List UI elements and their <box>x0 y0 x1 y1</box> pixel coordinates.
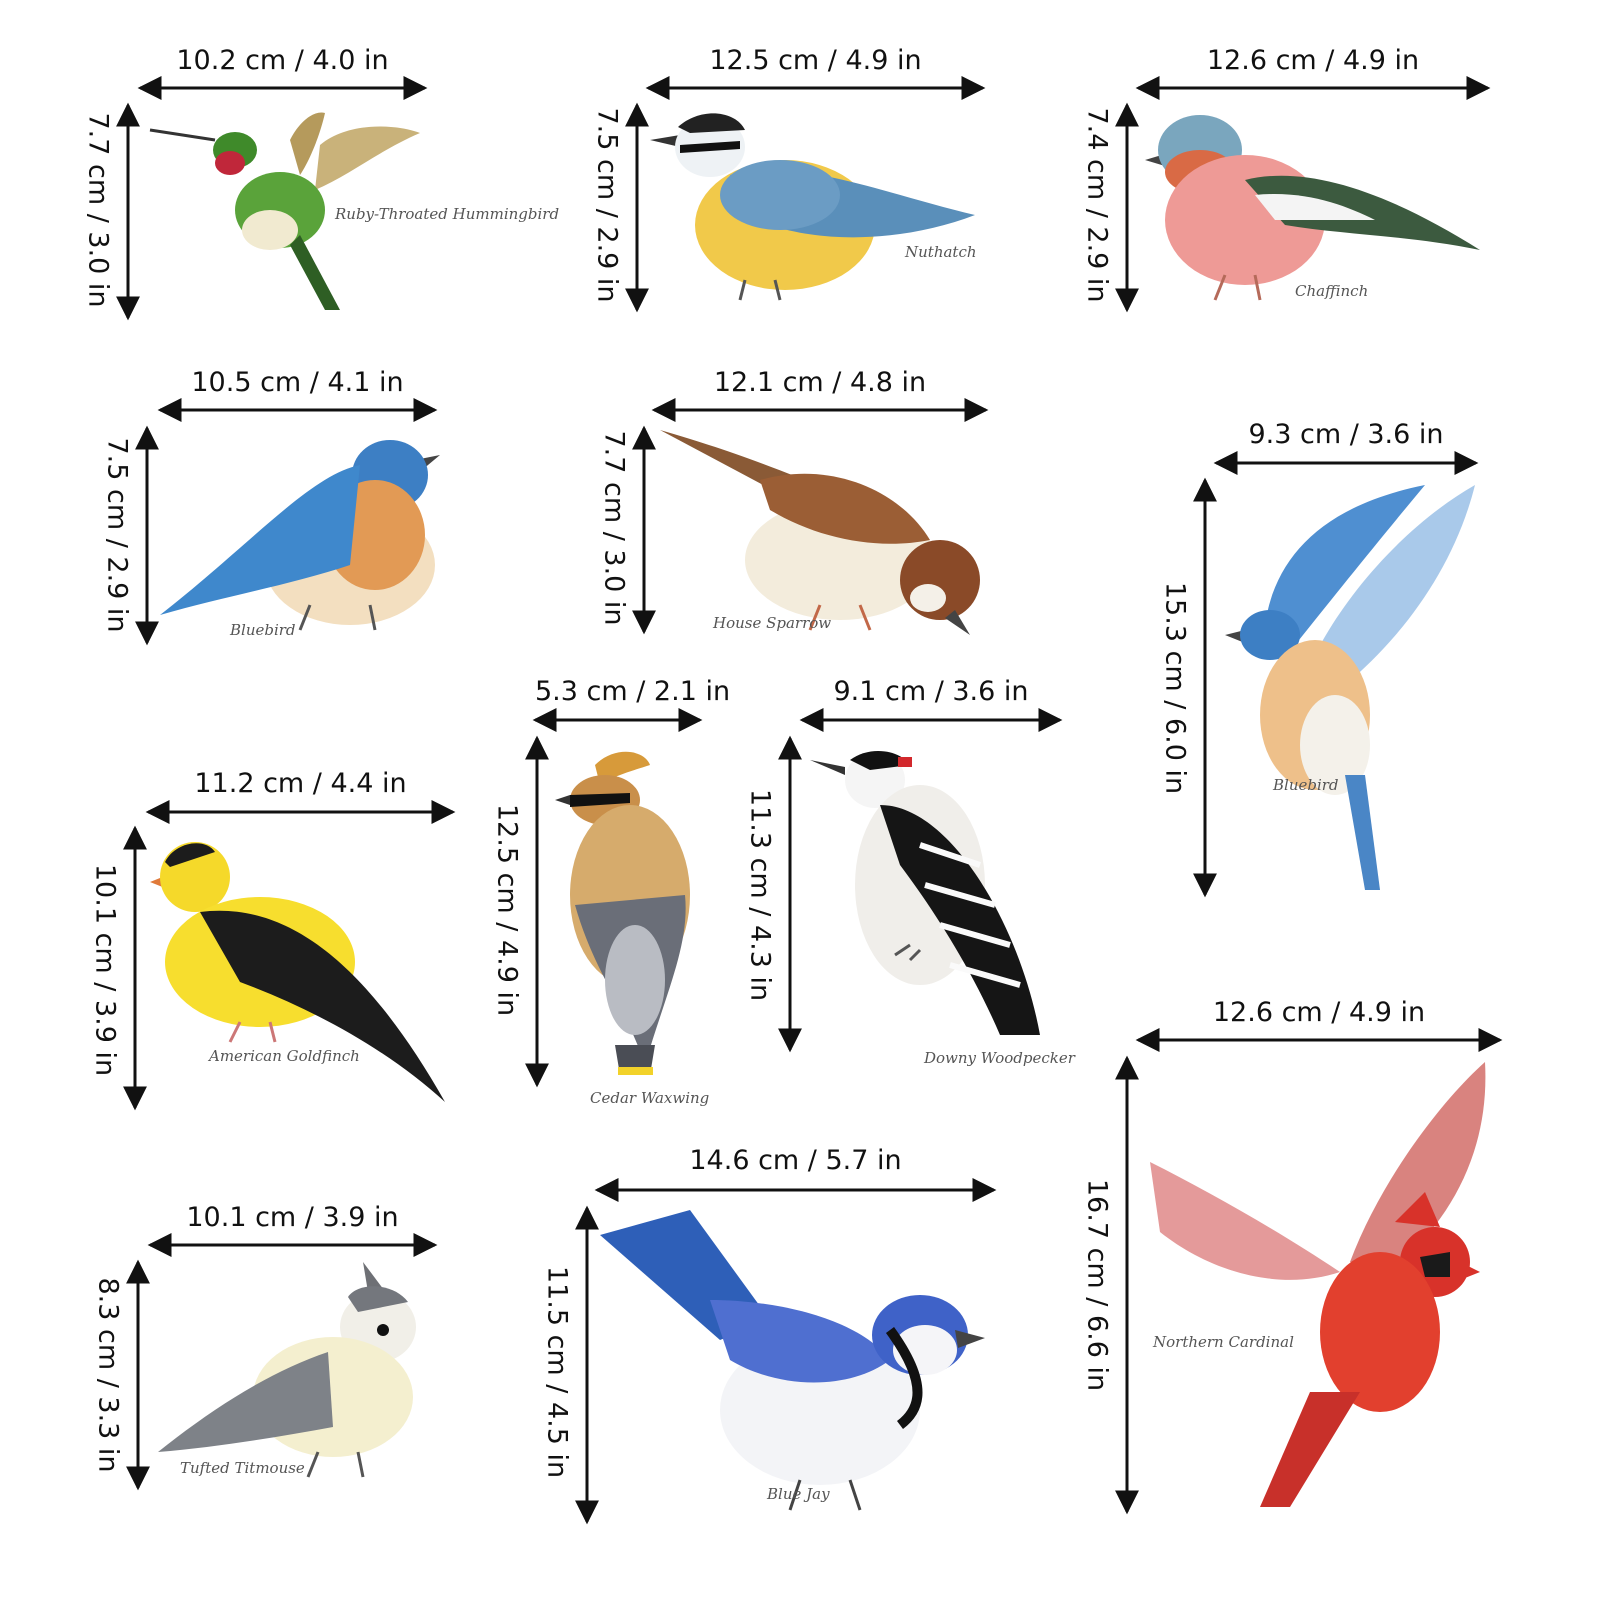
height-arrow <box>135 425 159 646</box>
bird-name: Nuthatch <box>905 243 977 261</box>
width-label: 12.6 cm / 4.9 in <box>1212 997 1426 1028</box>
height-label: 12.5 cm / 4.9 in <box>491 803 523 1017</box>
american-goldfinch-illustration <box>150 842 445 1102</box>
width-arrow <box>1213 451 1479 475</box>
width-label: 12.5 cm / 4.9 in <box>709 45 922 76</box>
bird-name: Blue Jay <box>767 1485 830 1503</box>
height-label: 15.3 cm / 6.0 in <box>1159 581 1191 795</box>
width-label: 9.1 cm / 3.6 in <box>833 676 1029 707</box>
height-arrow <box>525 735 549 1088</box>
height-label: 7.4 cm / 2.9 in <box>1081 107 1113 303</box>
width-arrow <box>799 708 1063 732</box>
hummingbird-illustration <box>149 112 420 310</box>
bluebird-flying-illustration <box>1225 485 1475 890</box>
width-label: 10.5 cm / 4.1 in <box>191 367 404 398</box>
width-arrow <box>147 1233 438 1257</box>
height-label: 7.7 cm / 3.0 in <box>82 112 114 308</box>
width-label: 11.2 cm / 4.4 in <box>194 768 407 799</box>
bird-name: Northern Cardinal <box>1153 1333 1294 1351</box>
width-arrow <box>137 76 428 100</box>
width-arrow <box>1135 1028 1503 1052</box>
blue-jay-illustration <box>600 1210 985 1511</box>
bird-name: Bluebird <box>230 621 296 639</box>
height-label: 8.3 cm / 3.3 in <box>92 1277 124 1473</box>
height-label: 7.5 cm / 2.9 in <box>591 107 623 303</box>
width-label: 14.6 cm / 5.7 in <box>689 1145 902 1176</box>
width-label: 12.1 cm / 4.8 in <box>713 367 927 398</box>
downy-woodpecker-illustration <box>810 750 1040 1035</box>
bird-name: American Goldfinch <box>209 1047 360 1065</box>
width-label: 10.2 cm / 4.0 in <box>176 45 389 76</box>
width-label: 10.1 cm / 3.9 in <box>186 1202 399 1233</box>
chaffinch-illustration <box>1145 115 1480 301</box>
height-arrow <box>625 102 649 313</box>
bird-name: House Sparrow <box>713 614 832 632</box>
house-sparrow-illustration <box>660 430 980 635</box>
bird-name: Downy Woodpecker <box>924 1049 1075 1067</box>
height-label: 11.3 cm / 4.3 in <box>744 788 776 1002</box>
height-arrow <box>575 1205 599 1525</box>
northern-cardinal-illustration <box>1150 1062 1486 1507</box>
width-arrow <box>594 1178 997 1202</box>
bird-name: Ruby-Throated Hummingbird <box>335 205 560 223</box>
tufted-titmouse-illustration <box>158 1262 416 1478</box>
height-arrow <box>778 735 802 1053</box>
width-arrow <box>157 398 438 422</box>
height-label: 16.7 cm / 6.6 in <box>1081 1178 1113 1392</box>
bluebird-illustration <box>160 440 440 631</box>
bird-name: Bluebird <box>1273 776 1339 794</box>
width-arrow <box>145 800 456 824</box>
bird-name: Cedar Waxwing <box>590 1089 710 1107</box>
width-label: 12.6 cm / 4.9 in <box>1206 45 1420 76</box>
height-label: 7.5 cm / 2.9 in <box>101 437 133 633</box>
height-arrow <box>123 825 147 1111</box>
bird-name: Chaffinch <box>1295 282 1369 300</box>
height-arrow <box>116 102 140 321</box>
width-arrow <box>1135 76 1491 100</box>
width-label: 5.3 cm / 2.1 in <box>535 676 731 707</box>
height-arrow <box>1115 102 1139 313</box>
height-arrow <box>1115 1055 1139 1515</box>
height-arrow <box>1193 477 1217 898</box>
width-arrow <box>532 708 703 732</box>
height-label: 11.5 cm / 4.5 in <box>541 1265 573 1479</box>
cedar-waxwing-illustration <box>555 751 690 1075</box>
height-arrow <box>632 425 656 635</box>
bird-name: Tufted Titmouse <box>180 1459 305 1477</box>
height-label: 7.7 cm / 3.0 in <box>598 430 630 626</box>
width-arrow <box>651 398 989 422</box>
height-label: 10.1 cm / 3.9 in <box>89 863 121 1077</box>
height-arrow <box>126 1259 150 1491</box>
nuthatch-illustration <box>650 113 975 301</box>
width-label: 9.3 cm / 3.6 in <box>1248 419 1444 450</box>
width-arrow <box>645 76 986 100</box>
